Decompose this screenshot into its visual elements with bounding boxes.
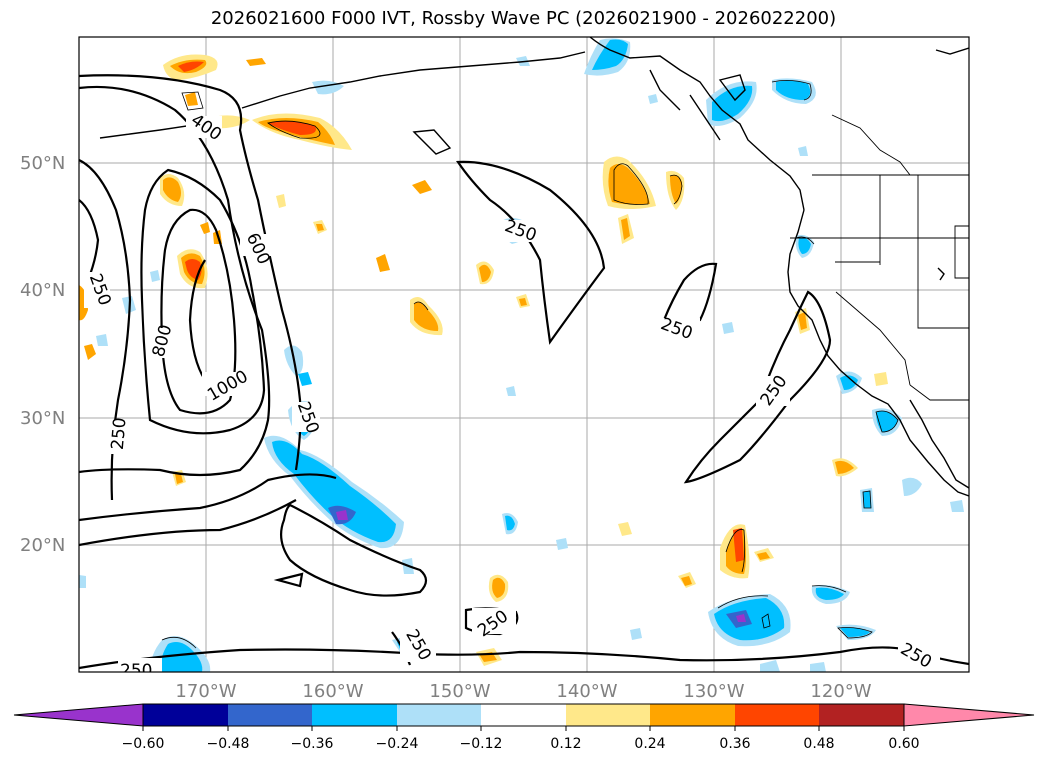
colorbar-tick-label: 0.60 (888, 736, 919, 752)
map-area (79, 37, 969, 672)
graticule (79, 37, 969, 672)
ivt-contour-labels: 400 600 800 1000 250 250 250 250 250 250… (84, 110, 940, 681)
lat-label: 40°N (20, 280, 65, 301)
colorbar-tick-label: −0.60 (122, 736, 165, 752)
pc-shading (79, 38, 964, 672)
colorbar-swatch (735, 704, 819, 726)
colorbar-swatch (143, 704, 228, 726)
colorbar-tick-label: −0.12 (460, 736, 503, 752)
lon-label: 160°W (302, 681, 363, 702)
longitude-labels: 170°W 160°W 150°W 140°W 130°W 120°W (175, 681, 871, 702)
colorbar-tick-label: −0.36 (291, 736, 334, 752)
colorbar-min-extend (13, 703, 144, 727)
colorbar-tick-label: 0.12 (550, 736, 581, 752)
latitude-labels: 50°N 40°N 30°N 20°N (20, 153, 65, 556)
lon-label: 120°W (810, 681, 871, 702)
lat-label: 20°N (20, 535, 65, 556)
map-title: 2026021600 F000 IVT, Rossby Wave PC (202… (210, 8, 837, 29)
colorbar-tick-label: −0.48 (207, 736, 250, 752)
lat-label: 50°N (20, 153, 65, 174)
lon-label: 140°W (556, 681, 617, 702)
colorbar-tick-label: −0.24 (376, 736, 419, 752)
colorbar-swatch (650, 704, 735, 726)
map-frame (78, 36, 970, 673)
colorbar-swatch (819, 704, 904, 726)
colorbar-swatch (228, 704, 312, 726)
lon-label: 130°W (683, 681, 744, 702)
colorbar-swatch (481, 704, 566, 726)
svg-text:250: 250 (108, 417, 131, 451)
pc-contour-lines (161, 80, 899, 649)
lon-label: 150°W (429, 681, 490, 702)
colorbar-max-extend (903, 703, 1035, 727)
colorbar-swatch (397, 704, 481, 726)
colorbar-tick-label: 0.48 (803, 736, 834, 752)
svg-text:250: 250 (120, 661, 152, 681)
colorbar-swatch (566, 704, 650, 726)
coastlines (99, 37, 969, 497)
boundaries (790, 114, 969, 401)
colorbar: −0.60 −0.48 −0.36 −0.24 −0.12 0.12 0.24 … (13, 703, 1035, 752)
lon-label: 170°W (175, 681, 236, 702)
colorbar-swatch (312, 704, 397, 726)
colorbar-tick-label: 0.36 (719, 736, 750, 752)
ivt-contours (79, 74, 969, 670)
lat-label: 30°N (20, 408, 65, 429)
colorbar-tick-label: 0.24 (634, 736, 665, 752)
